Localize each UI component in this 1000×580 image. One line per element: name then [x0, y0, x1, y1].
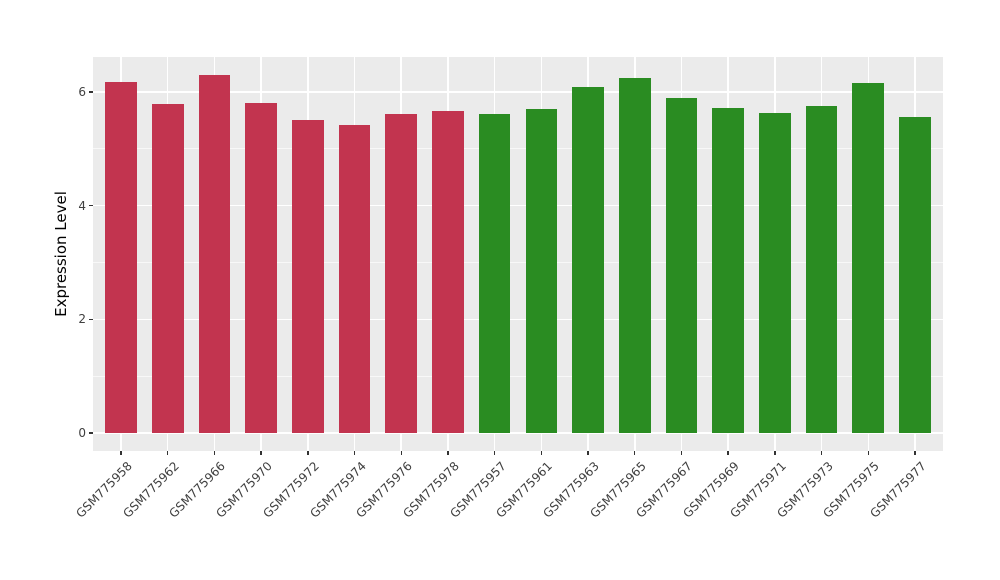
bar-GSM775970	[245, 103, 277, 434]
bar-GSM775975	[852, 82, 885, 434]
y-tick-mark-6	[89, 91, 93, 93]
x-tick-mark-GSM775966	[213, 451, 216, 455]
gridline-major-y6	[93, 91, 943, 93]
x-tick-mark-GSM775962	[167, 451, 169, 455]
x-tick-mark-GSM775973	[820, 451, 823, 455]
bar-GSM775958	[105, 81, 137, 434]
x-tick-mark-GSM775969	[727, 451, 729, 455]
plot-panel	[93, 57, 943, 451]
gridline-major-y0	[93, 432, 943, 434]
y-tick-label-2: 2	[78, 312, 86, 327]
y-axis-title: Expression Level	[52, 191, 70, 317]
x-tick-mark-GSM775965	[634, 451, 636, 455]
gridline-minor-y3	[93, 262, 943, 264]
bar-GSM775973	[805, 105, 838, 434]
gridline-major-y2	[93, 318, 943, 321]
x-tick-mark-GSM775977	[914, 451, 916, 455]
bar-GSM775978	[432, 111, 464, 434]
x-tick-mark-GSM775963	[587, 451, 589, 455]
y-tick-mark-2	[89, 318, 93, 321]
bar-GSM775977	[899, 116, 931, 434]
y-tick-mark-4	[89, 204, 93, 207]
gridline-minor-y1	[93, 375, 943, 377]
x-tick-mark-GSM775974	[353, 451, 356, 455]
bar-GSM775967	[665, 98, 698, 434]
y-tick-mark-0	[89, 432, 93, 434]
x-tick-mark-GSM775970	[260, 451, 262, 455]
y-tick-label-0: 0	[78, 426, 86, 441]
bar-GSM775965	[618, 78, 651, 434]
bar-GSM775966	[198, 74, 231, 434]
bar-GSM775961	[525, 109, 558, 434]
x-tick-mark-GSM775957	[493, 451, 496, 455]
bar-GSM775963	[572, 86, 604, 434]
bar-GSM775957	[478, 114, 511, 434]
x-tick-mark-GSM775967	[680, 451, 683, 455]
bar-GSM775972	[292, 120, 324, 434]
bar-GSM775971	[759, 113, 791, 434]
bar-GSM775962	[151, 104, 184, 434]
gridline-minor-y5	[93, 148, 943, 150]
gridline-major-y4	[93, 204, 943, 207]
x-tick-mark-GSM775976	[400, 451, 402, 455]
y-tick-label-4: 4	[78, 198, 86, 213]
bar-GSM775969	[712, 107, 744, 434]
bar-GSM775976	[385, 114, 418, 434]
x-tick-mark-GSM775961	[540, 451, 543, 455]
y-tick-label-6: 6	[78, 84, 86, 99]
x-tick-mark-GSM775975	[867, 451, 869, 455]
x-tick-label-GSM775977: GSM775977	[867, 459, 929, 521]
bar-GSM775974	[338, 124, 371, 434]
x-tick-mark-GSM775972	[307, 451, 309, 455]
x-tick-mark-GSM775978	[447, 451, 449, 455]
x-tick-mark-GSM775958	[120, 451, 122, 455]
x-tick-mark-GSM775971	[774, 451, 776, 455]
